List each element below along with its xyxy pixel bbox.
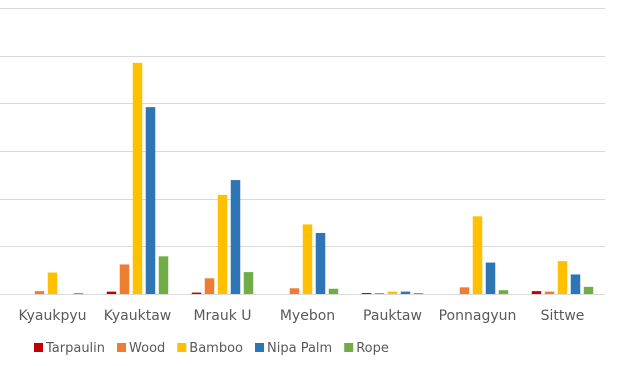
bar-rope-kyaukpyu xyxy=(73,293,84,294)
x-tick-label: Kyaukpyu xyxy=(18,308,86,324)
x-tick-label: Mrauk U xyxy=(193,308,251,324)
bar-bamboo-myebon xyxy=(302,224,313,294)
bar-nipa-palm-sittwe xyxy=(570,274,581,294)
legend-swatch-rope xyxy=(344,343,354,352)
bar-wood-pauktaw xyxy=(374,293,385,294)
bar-wood-sittwe xyxy=(544,291,555,294)
bar-tarpaulin-kyauktaw xyxy=(106,291,117,294)
legend-label-tarpaulin: Tarpaulin xyxy=(45,341,105,356)
legend-swatch-nipa-palm xyxy=(255,343,265,352)
legend-label-bamboo: Bamboo xyxy=(189,341,243,356)
bar-bamboo-ponnagyun xyxy=(472,216,483,294)
legend-label-wood: Wood xyxy=(129,341,165,356)
bar-rope-myebon xyxy=(328,288,339,294)
bar-bamboo-kyaukpyu xyxy=(47,272,58,294)
bar-nipa-palm-ponnagyun xyxy=(485,262,496,294)
x-tick-label: Myebon xyxy=(280,308,335,324)
bar-bamboo-mrauk-u xyxy=(217,194,228,294)
bar-wood-kyaukpyu xyxy=(34,291,45,294)
x-tick-label: Kyauktaw xyxy=(104,308,172,324)
legend-swatch-wood xyxy=(117,343,127,352)
legend-label-rope: Rope xyxy=(356,341,389,356)
bar-rope-mrauk-u xyxy=(243,272,254,294)
bar-nipa-palm-myebon xyxy=(315,232,326,294)
bar-bamboo-sittwe xyxy=(557,261,568,294)
bar-rope-pauktaw xyxy=(413,293,424,294)
bars xyxy=(34,62,594,294)
bar-rope-ponnagyun xyxy=(498,290,509,294)
bar-bamboo-pauktaw xyxy=(387,291,398,294)
bar-nipa-palm-pauktaw xyxy=(400,291,411,294)
bar-tarpaulin-pauktaw xyxy=(361,293,372,294)
bar-wood-ponnagyun xyxy=(459,287,470,294)
legend-swatch-tarpaulin xyxy=(34,343,43,352)
bar-nipa-palm-kyauktaw xyxy=(145,107,156,294)
bar-bamboo-kyauktaw xyxy=(132,62,143,294)
bar-wood-kyauktaw xyxy=(119,264,130,294)
bar-wood-myebon xyxy=(289,288,300,294)
bar-tarpaulin-mrauk-u xyxy=(191,292,202,294)
gridlines xyxy=(0,8,605,295)
bar-wood-mrauk-u xyxy=(204,278,215,294)
bar-nipa-palm-mrauk-u xyxy=(230,180,241,294)
bar-rope-sittwe xyxy=(583,286,594,294)
legend: Tarpaulin Wood Bamboo Nipa Palm Rope xyxy=(34,341,389,356)
legend-label-nipa-palm: Nipa Palm xyxy=(267,341,332,356)
x-tick-label: Pauktaw xyxy=(363,308,422,324)
x-tick-label: Sittwe xyxy=(541,308,585,324)
x-tick-label: Ponnagyun xyxy=(439,308,517,324)
bar-rope-kyauktaw xyxy=(158,256,169,294)
legend-swatch-bamboo xyxy=(177,343,187,352)
bar-tarpaulin-sittwe xyxy=(531,291,542,294)
x-axis-labels: Kyaukpyu Kyauktaw Mrauk U Myebon Pauktaw Ponn… xyxy=(18,308,584,324)
